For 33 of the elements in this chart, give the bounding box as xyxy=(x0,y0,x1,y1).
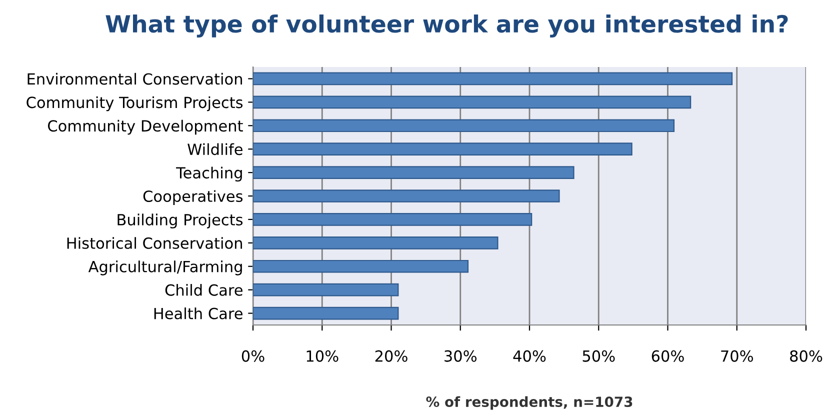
y-tick-label: Building Projects xyxy=(118,214,243,228)
bar xyxy=(253,236,498,250)
y-tick-label: Wildlife xyxy=(188,143,242,156)
y-tick-label: Cooperatives xyxy=(143,190,243,205)
bar xyxy=(253,96,692,109)
x-tick-label: 10% xyxy=(306,350,338,362)
bar xyxy=(253,306,399,320)
y-tick-label: Environmental Conservation xyxy=(28,72,242,85)
bar xyxy=(253,283,399,296)
y-tick-label: Child Care xyxy=(165,284,242,296)
bar xyxy=(253,190,560,202)
y-tick-label: Teaching xyxy=(176,166,242,182)
x-tick-label: 70% xyxy=(721,350,754,362)
chart-title: What type of volunteer work are you interested in? xyxy=(106,14,788,38)
y-tick-label: Community Tourism Projects xyxy=(26,96,243,112)
bar xyxy=(253,142,632,156)
x-tick-label: 60% xyxy=(652,350,684,362)
y-tick-label: Community Development xyxy=(48,120,243,135)
bar xyxy=(253,166,574,179)
bar xyxy=(253,72,733,86)
x-tick-label: 50% xyxy=(582,350,615,362)
x-tick-label: 80% xyxy=(790,350,822,362)
bar xyxy=(253,260,469,273)
x-tick-label: 20% xyxy=(375,350,408,362)
x-tick-label: 40% xyxy=(513,350,546,362)
x-axis-title: % of respondents, n=1073 xyxy=(426,396,632,410)
y-tick-label: Agricultural/Farming xyxy=(88,260,242,276)
y-tick-label: Historical Conservation xyxy=(67,237,242,249)
y-tick-label: Health Care xyxy=(154,307,242,320)
bar xyxy=(253,119,675,132)
x-tick-label: 0% xyxy=(242,350,264,362)
x-tick-label: 30% xyxy=(444,350,477,362)
bar xyxy=(253,213,532,226)
